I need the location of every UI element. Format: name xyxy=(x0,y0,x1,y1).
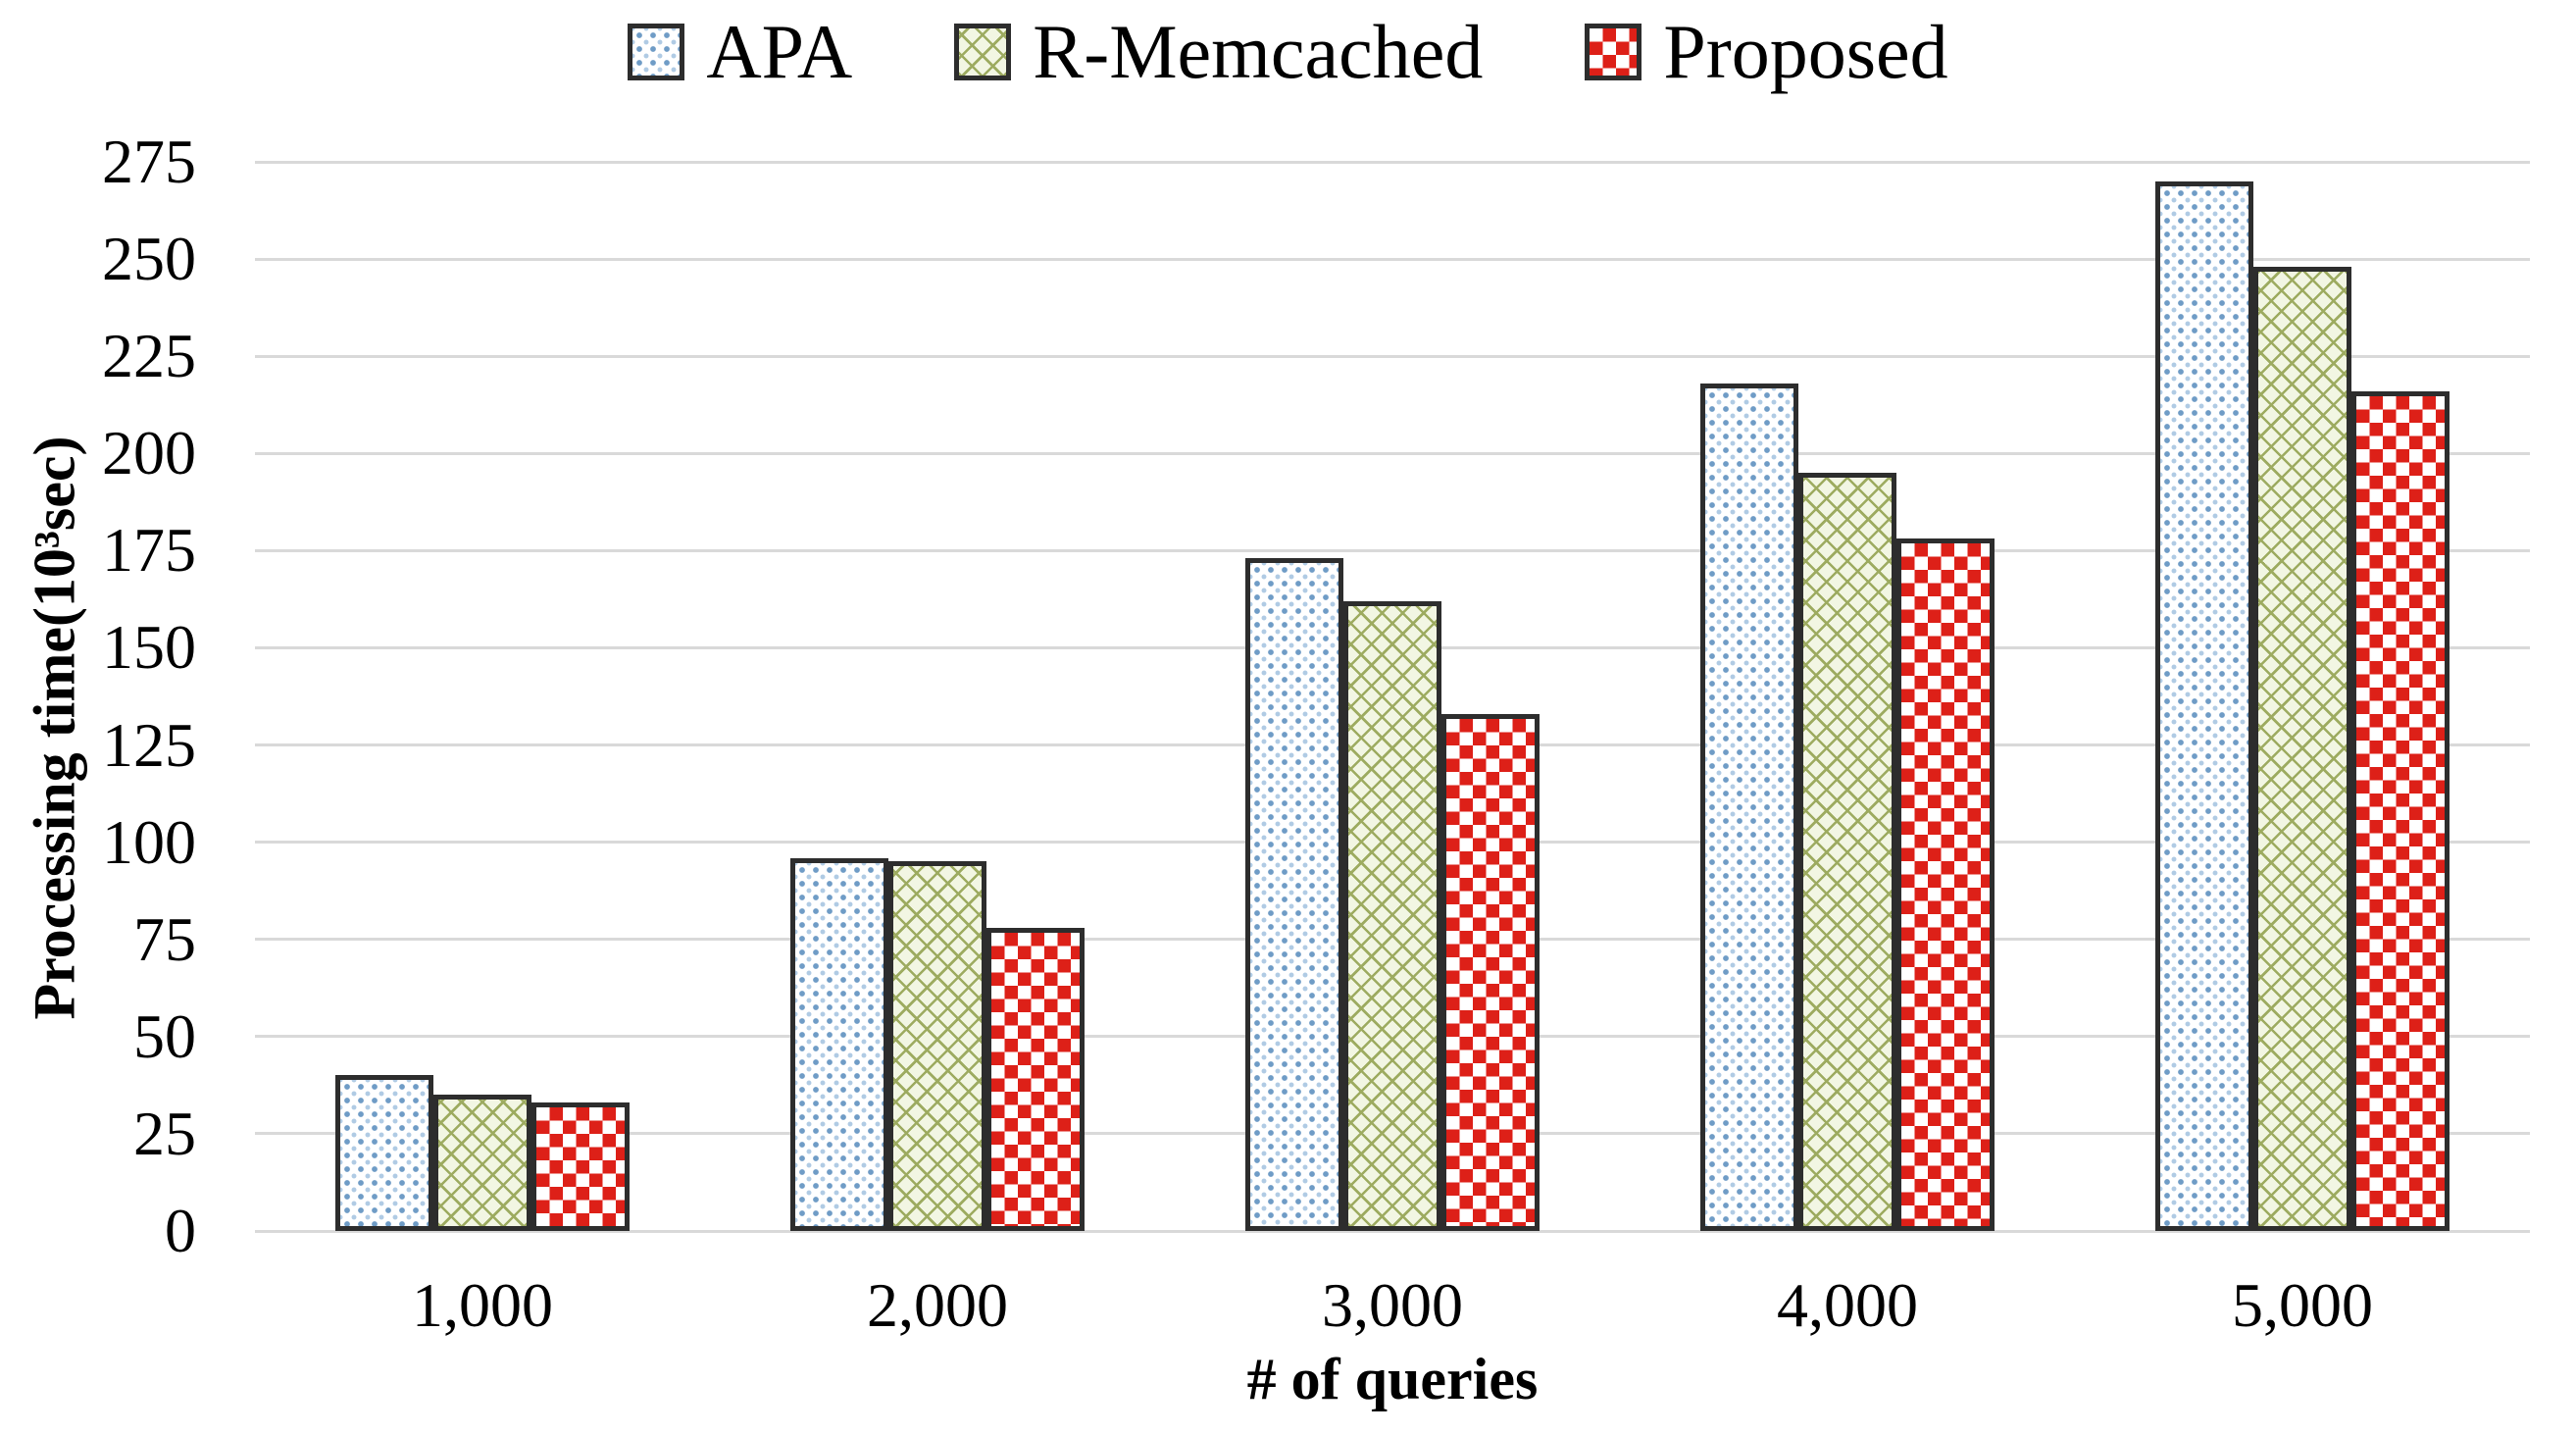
gridline-175 xyxy=(255,548,2530,552)
y-tick-label-25: 25 xyxy=(133,1098,196,1168)
x-tick-label-4000: 4,000 xyxy=(1777,1270,1918,1340)
gridline-0 xyxy=(255,1229,2530,1233)
bar-proposed-2000 xyxy=(986,927,1085,1231)
legend-swatch-r-memcached-icon xyxy=(954,23,1012,80)
gridline-225 xyxy=(255,354,2530,358)
gridline-250 xyxy=(255,257,2530,261)
y-tick-label-50: 50 xyxy=(133,1000,196,1071)
gridline-275 xyxy=(255,160,2530,164)
bar-apa-2000 xyxy=(790,857,888,1231)
plot-area: 0 25 50 75 100 125 150 175 200 225 250 275 1,000 2,00… xyxy=(102,127,2530,1340)
legend-item-proposed: Proposed xyxy=(1585,9,1948,94)
bar-r-memcached-5000 xyxy=(2253,267,2351,1231)
bar-apa-5000 xyxy=(2155,180,2253,1231)
y-tick-label-250: 250 xyxy=(102,224,196,294)
legend-label-apa: APA xyxy=(706,9,853,94)
chart-legend: APA R-Memcached Proposed xyxy=(0,12,2576,92)
x-tick-label-1000: 1,000 xyxy=(412,1270,553,1340)
gridline-200 xyxy=(255,451,2530,455)
bar-r-memcached-1000 xyxy=(433,1095,531,1231)
legend-item-r-memcached: R-Memcached xyxy=(954,12,1483,92)
x-axis-title: # of queries xyxy=(1246,1347,1539,1411)
bar-r-memcached-2000 xyxy=(888,861,986,1231)
bar-apa-4000 xyxy=(1700,383,1798,1231)
y-tick-label-75: 75 xyxy=(133,903,196,974)
y-tick-label-125: 125 xyxy=(102,709,196,780)
bar-r-memcached-4000 xyxy=(1798,473,1896,1231)
y-tick-label-225: 225 xyxy=(102,321,196,391)
legend-label-proposed: Proposed xyxy=(1663,9,1948,94)
legend-label-r-memcached: R-Memcached xyxy=(1033,9,1484,94)
y-tick-label-0: 0 xyxy=(165,1196,196,1265)
x-tick-label-2000: 2,000 xyxy=(867,1270,1008,1340)
x-tick-label-3000: 3,000 xyxy=(1322,1270,1463,1340)
y-tick-label-175: 175 xyxy=(102,515,196,586)
y-tick-label-275: 275 xyxy=(102,127,196,196)
y-tick-label-150: 150 xyxy=(102,612,196,683)
bar-apa-1000 xyxy=(335,1075,433,1231)
legend-swatch-proposed-icon xyxy=(1585,23,1642,80)
x-tick-label-5000: 5,000 xyxy=(2232,1270,2373,1340)
bar-r-memcached-3000 xyxy=(1343,600,1441,1231)
bar-proposed-3000 xyxy=(1441,713,1540,1231)
bar-proposed-4000 xyxy=(1896,538,1995,1231)
legend-item-apa: APA xyxy=(628,12,852,92)
bar-proposed-5000 xyxy=(2351,390,2450,1231)
y-tick-label-200: 200 xyxy=(102,418,196,488)
bar-proposed-1000 xyxy=(531,1102,630,1231)
legend-swatch-apa-icon xyxy=(628,23,685,80)
y-tick-label-100: 100 xyxy=(102,806,196,877)
bar-apa-3000 xyxy=(1245,558,1343,1231)
